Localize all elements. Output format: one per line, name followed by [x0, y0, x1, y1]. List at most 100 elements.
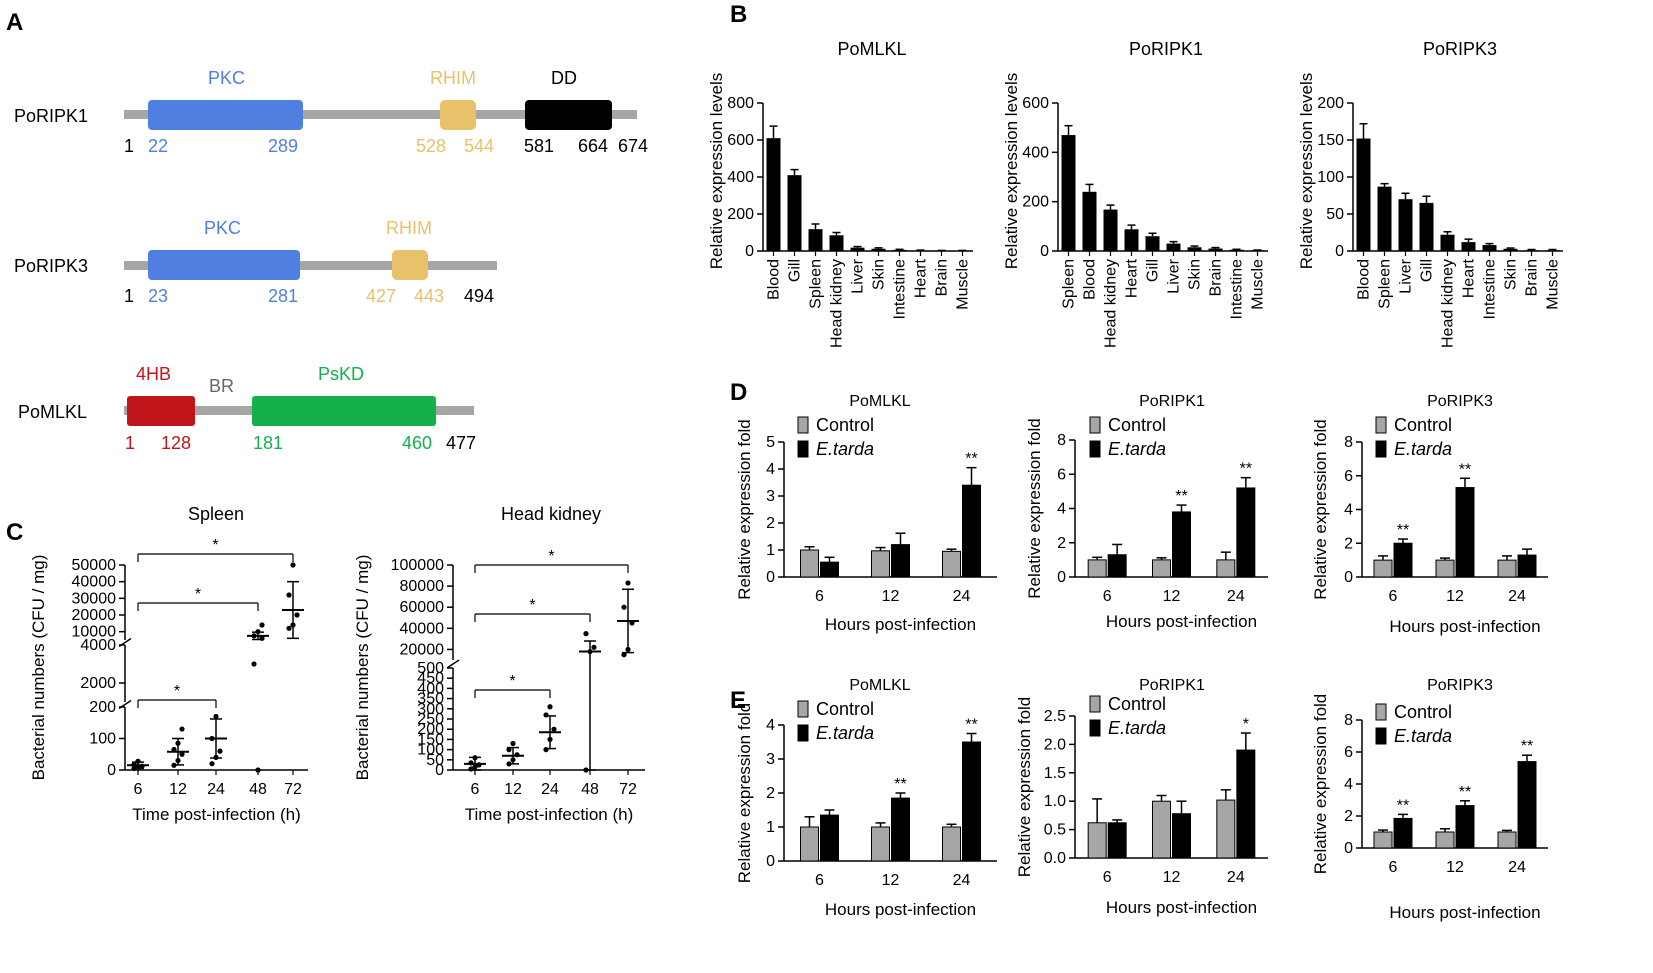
x-axis-label: Hours post-infection — [825, 900, 976, 919]
bar — [1152, 800, 1171, 859]
axis-break — [446, 659, 460, 669]
data-point — [286, 625, 292, 631]
data-point — [629, 620, 635, 626]
x-tick-label: 24 — [541, 781, 559, 798]
bar — [1087, 559, 1107, 578]
x-tick-label: Spleen — [1377, 259, 1394, 309]
y-tick-label: 1 — [766, 542, 775, 559]
y-tick-label: 2 — [1057, 535, 1066, 552]
data-point — [468, 760, 474, 766]
y-tick-label: 3 — [766, 488, 775, 505]
chart-e-mlkl: PoMLKL Relative expression fold Hours post… — [735, 677, 997, 919]
mlkl-pos-pskd-start: 181 — [253, 433, 283, 453]
x-tick-label: 6 — [815, 872, 824, 889]
y-tick-label: 0 — [745, 243, 754, 260]
x-tick-label: Spleen — [808, 259, 825, 309]
significance-marker: * — [529, 597, 535, 614]
y-axis-label: Bacterial numbers (CFU / mg) — [29, 555, 48, 781]
x-tick-label: Heart — [1124, 258, 1141, 298]
data-point — [290, 622, 296, 628]
bar — [1152, 559, 1171, 578]
bar — [1435, 831, 1455, 849]
bar — [1503, 248, 1518, 251]
mlkl-pskd-label: PsKD — [318, 364, 364, 384]
significance-marker: * — [548, 548, 554, 565]
x-axis-label: Hours post-infection — [1106, 898, 1257, 917]
y-tick-label: 200 — [417, 721, 444, 738]
significance-marker: * — [195, 586, 201, 603]
y-axis-label: Relative expression levels — [707, 73, 726, 270]
x-tick-label: 6 — [1389, 588, 1398, 605]
bar — [787, 175, 802, 251]
chart-title: PoMLKL — [849, 393, 910, 410]
panel-a-domains: PoRIPK1 PKC RHIM DD 1 22 289 528 544 581… — [14, 68, 648, 453]
chart-d-ripk1: PoRIPK1 Relative expression fold Hours pos… — [1025, 393, 1268, 631]
x-tick-label: 12 — [1446, 588, 1464, 605]
legend-label: E.tarda — [1394, 726, 1452, 746]
bar — [800, 549, 819, 578]
x-tick-label: 12 — [1446, 859, 1464, 876]
x-tick-label: 12 — [169, 781, 187, 798]
significance-marker: ** — [1397, 797, 1409, 814]
x-tick-label: Muscle — [1545, 259, 1562, 310]
data-point — [251, 661, 257, 667]
y-axis-label: Bacterial numbers (CFU / mg) — [353, 555, 372, 781]
legend-swatch — [797, 440, 809, 458]
chart-title: PoRIPK3 — [1423, 39, 1497, 59]
x-tick-label: Blood — [1082, 259, 1099, 300]
ripk3-pkc-domain — [148, 250, 300, 280]
bar — [1087, 822, 1107, 859]
mlkl-pos-4hb-end: 128 — [161, 433, 191, 453]
significance-marker: ** — [965, 717, 977, 734]
mlkl-pos-start: 1 — [125, 433, 135, 453]
bar — [850, 247, 865, 251]
y-tick-label: 2 — [766, 515, 775, 532]
ripk3-pos-pkc-end: 281 — [268, 286, 298, 306]
ripk3-pos-pkc-start: 23 — [148, 286, 168, 306]
chart-e-ripk1: PoRIPK1 Relative expression fold Hours pos… — [1015, 677, 1268, 917]
y-tick-label: 40000 — [400, 620, 445, 637]
bar — [829, 235, 844, 251]
x-tick-label: Spleen — [1061, 259, 1078, 309]
chart-b-mlkl: PoMLKL Relative expression levels 0 200 400 6… — [707, 39, 973, 348]
mlkl-diagram: PoMLKL 4HB BR PsKD 1 128 181 460 477 — [18, 364, 476, 453]
bar — [800, 826, 819, 862]
data-point — [625, 646, 631, 653]
bar — [1497, 831, 1517, 849]
y-tick-label: 50 — [1326, 206, 1344, 223]
data-point — [251, 633, 257, 639]
y-tick-label: 400 — [727, 169, 754, 186]
legend-swatch — [1089, 440, 1101, 458]
chart-title: PoRIPK1 — [1139, 677, 1205, 694]
y-tick-label: 300 — [417, 701, 444, 718]
x-tick-label: 6 — [471, 781, 480, 798]
bar — [1435, 559, 1455, 578]
x-tick-label: 24 — [1227, 869, 1245, 886]
y-tick-label: 200 — [727, 206, 754, 223]
y-tick-label: 4 — [766, 717, 775, 734]
x-tick-label: Gill — [1145, 259, 1162, 282]
bar — [1166, 243, 1181, 251]
ripk1-diagram: PoRIPK1 PKC RHIM DD 1 22 289 528 544 581… — [14, 68, 648, 156]
y-tick-label: 500 — [417, 660, 444, 677]
x-tick-label: Heart — [1461, 258, 1478, 298]
x-tick-label: 24 — [953, 588, 971, 605]
y-tick-label: 4 — [766, 461, 775, 478]
ripk3-pos-end: 494 — [464, 286, 494, 306]
ripk1-rhim-domain — [440, 100, 476, 130]
y-tick-label: 100 — [1317, 169, 1344, 186]
x-axis-label: Hours post-infection — [825, 615, 976, 634]
ripk1-pos-rhim-start: 528 — [416, 136, 446, 156]
legend-swatch — [1089, 719, 1101, 737]
bar — [1236, 749, 1256, 859]
data-point — [171, 746, 177, 753]
panel-label-d: D — [730, 379, 747, 406]
significance-marker: ** — [965, 451, 977, 468]
bar — [766, 138, 781, 251]
bar — [1236, 487, 1256, 578]
data-point — [510, 740, 516, 747]
data-point — [213, 754, 219, 761]
data-point — [583, 767, 589, 773]
x-axis-label: Hours post-infection — [1389, 617, 1540, 636]
